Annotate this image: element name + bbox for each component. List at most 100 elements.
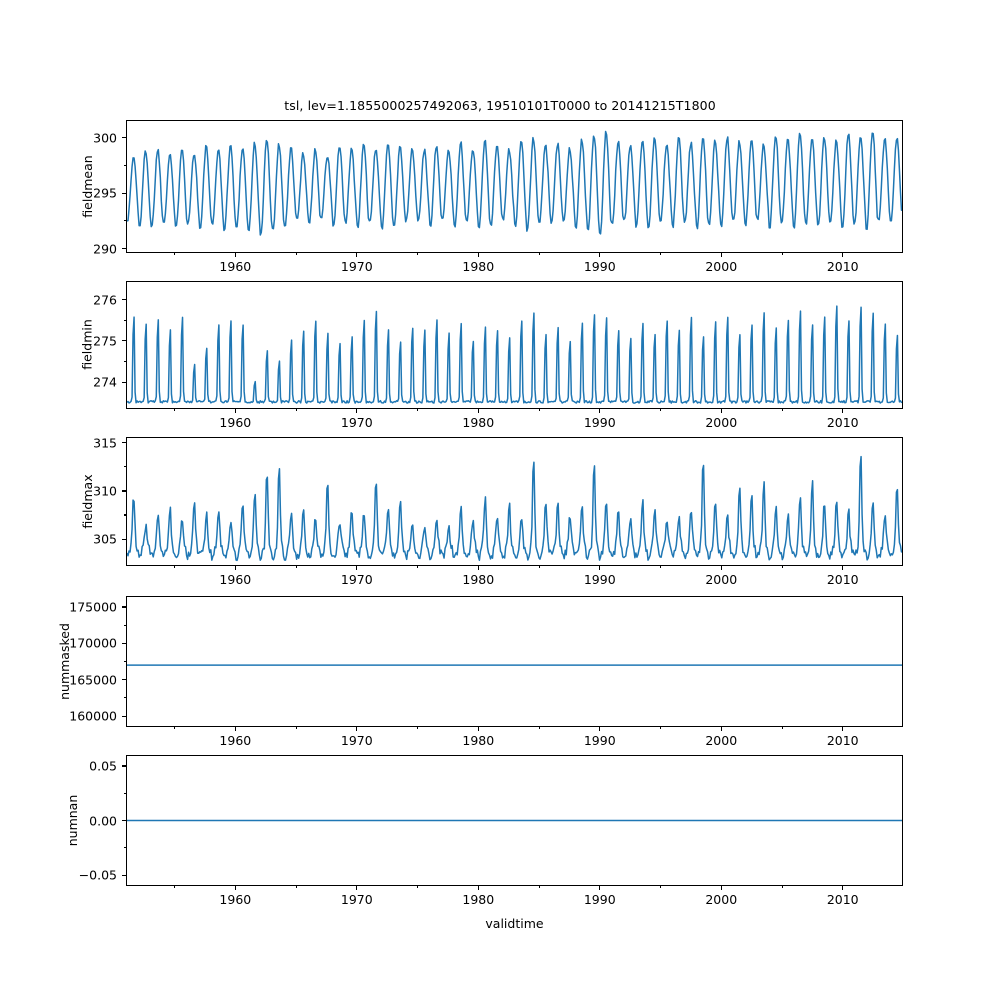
- x-tick-mark: [599, 727, 601, 731]
- x-tick-minor-mark: [417, 253, 419, 256]
- y-tick-label: 295: [93, 185, 117, 201]
- data-line-fieldmin: [127, 305, 902, 404]
- x-tick-minor-mark: [660, 409, 662, 412]
- x-axis-label: validtime: [485, 916, 544, 931]
- x-tick-minor-mark: [417, 566, 419, 569]
- x-tick-label: 2000: [705, 259, 738, 274]
- x-tick-label: 2000: [705, 415, 738, 430]
- x-tick-minor-mark: [660, 253, 662, 256]
- x-tick-minor-mark: [417, 886, 419, 889]
- panel-numnan: [126, 755, 903, 886]
- x-tick-mark: [234, 727, 236, 731]
- x-tick-minor-mark: [660, 886, 662, 889]
- x-tick-minor-mark: [660, 566, 662, 569]
- x-tick-mark: [356, 566, 358, 570]
- y-tick-mark: [122, 820, 126, 822]
- x-tick-label: 1980: [462, 733, 495, 748]
- x-tick-mark: [599, 409, 601, 413]
- x-tick-minor-mark: [174, 727, 176, 730]
- y-tick-label: 170000: [69, 635, 117, 651]
- y-tick-label: 290: [93, 241, 117, 257]
- x-tick-label: 2010: [826, 259, 859, 274]
- x-tick-minor-mark: [295, 566, 297, 569]
- x-tick-minor-mark: [781, 886, 783, 889]
- y-tick-mark: [122, 381, 126, 383]
- y-tick-minor-mark: [123, 697, 126, 699]
- x-tick-minor-mark: [417, 727, 419, 730]
- x-tick-mark: [842, 566, 844, 570]
- x-tick-mark: [842, 727, 844, 731]
- y-axis-label-numnan: numnan: [64, 794, 80, 846]
- x-tick-minor-mark: [295, 253, 297, 256]
- x-tick-label: 2010: [826, 892, 859, 907]
- y-tick-mark: [122, 299, 126, 301]
- y-tick-label: 305: [93, 531, 117, 547]
- panel-fieldmin: [126, 281, 903, 409]
- y-tick-minor-mark: [123, 514, 126, 516]
- y-tick-mark: [122, 192, 126, 194]
- x-tick-mark: [842, 409, 844, 413]
- y-tick-mark: [122, 874, 126, 876]
- data-line-fieldmean: [127, 130, 902, 236]
- plot-area-fieldmax: [127, 455, 902, 562]
- y-tick-minor-mark: [123, 792, 126, 794]
- y-tick-minor-mark: [123, 220, 126, 222]
- x-tick-label: 1960: [219, 259, 252, 274]
- x-tick-mark: [477, 886, 479, 890]
- x-tick-mark: [234, 566, 236, 570]
- x-tick-mark: [356, 253, 358, 257]
- x-tick-label: 1970: [340, 572, 373, 587]
- x-tick-mark: [234, 886, 236, 890]
- x-tick-mark: [720, 409, 722, 413]
- x-tick-minor-mark: [538, 409, 540, 412]
- y-tick-label: 315: [93, 435, 117, 451]
- x-tick-mark: [599, 253, 601, 257]
- x-tick-label: 1980: [462, 892, 495, 907]
- x-tick-label: 1980: [462, 259, 495, 274]
- x-tick-minor-mark: [538, 253, 540, 256]
- x-tick-minor-mark: [538, 727, 540, 730]
- x-tick-minor-mark: [538, 886, 540, 889]
- plot-area-nummasked: [127, 664, 902, 666]
- y-tick-label: 0.05: [89, 758, 117, 774]
- x-tick-minor-mark: [174, 409, 176, 412]
- x-tick-minor-mark: [295, 727, 297, 730]
- x-tick-mark: [720, 566, 722, 570]
- y-tick-label: 175000: [69, 599, 117, 615]
- x-tick-minor-mark: [295, 409, 297, 412]
- x-tick-label: 2010: [826, 415, 859, 430]
- y-tick-label: 276: [93, 292, 117, 308]
- x-tick-label: 1970: [340, 415, 373, 430]
- y-axis-label-fieldmax: fieldmax: [79, 473, 95, 529]
- y-tick-label: 274: [93, 374, 117, 390]
- y-tick-mark: [122, 137, 126, 139]
- y-tick-label: 160000: [69, 708, 117, 724]
- panel-nummasked: [126, 596, 903, 727]
- x-tick-mark: [234, 253, 236, 257]
- x-tick-mark: [356, 886, 358, 890]
- y-tick-mark: [122, 606, 126, 608]
- x-tick-label: 1980: [462, 415, 495, 430]
- x-tick-label: 1990: [583, 259, 616, 274]
- y-tick-minor-mark: [123, 624, 126, 626]
- x-tick-label: 1960: [219, 733, 252, 748]
- x-tick-mark: [477, 566, 479, 570]
- x-tick-minor-mark: [174, 566, 176, 569]
- x-tick-minor-mark: [781, 253, 783, 256]
- y-tick-minor-mark: [123, 361, 126, 363]
- x-tick-label: 1960: [219, 572, 252, 587]
- x-tick-mark: [720, 727, 722, 731]
- y-tick-label: 275: [93, 333, 117, 349]
- y-tick-mark: [122, 679, 126, 681]
- plot-area-fieldmin: [127, 305, 902, 404]
- data-line-fieldmax: [127, 455, 902, 562]
- y-tick-label: −0.05: [78, 867, 117, 883]
- x-tick-mark: [842, 253, 844, 257]
- x-tick-label: 2010: [826, 733, 859, 748]
- x-tick-label: 1970: [340, 892, 373, 907]
- x-tick-mark: [356, 409, 358, 413]
- plot-area-numnan: [127, 819, 902, 822]
- y-tick-mark: [122, 715, 126, 717]
- x-tick-label: 1960: [219, 415, 252, 430]
- x-tick-mark: [599, 566, 601, 570]
